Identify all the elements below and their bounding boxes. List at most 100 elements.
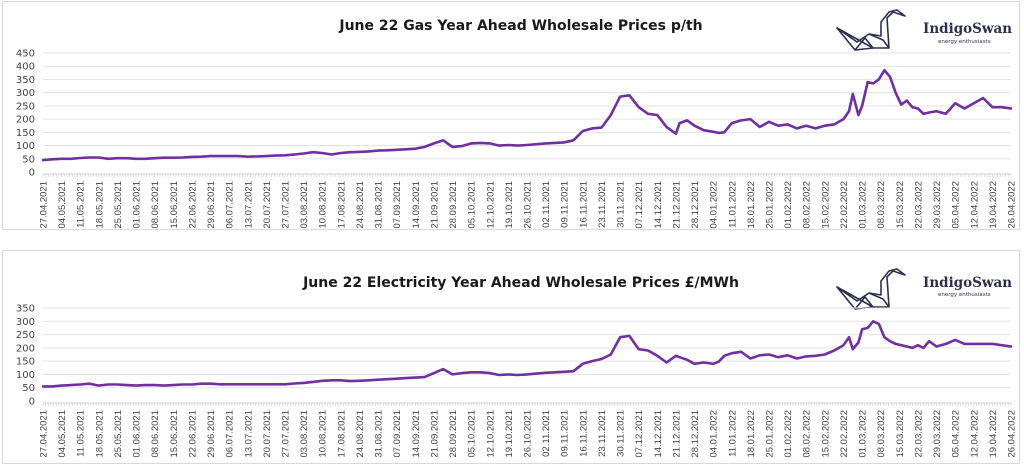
x-tick-label: 05.04.2022 (951, 181, 962, 229)
swan-icon (836, 9, 906, 51)
x-tick-label: 07.09.2021 (392, 181, 403, 229)
x-tick-label: 05.10.2021 (467, 410, 478, 458)
x-tick-label: 20.07.2021 (262, 181, 273, 229)
x-tick-label: 01.02.2022 (783, 181, 794, 229)
y-tick-label: 100 (16, 370, 35, 381)
indigoswan-logo: IndigoSwan energy enthusiasts (836, 268, 1012, 310)
x-tick-label: 22.02.2022 (839, 410, 850, 458)
x-tick-label: 10.08.2021 (318, 410, 329, 458)
x-tick-label: 03.08.2021 (299, 181, 310, 229)
x-tick-label: 09.11.2021 (560, 181, 571, 228)
x-tick-label: 21.09.2021 (429, 181, 440, 229)
y-tick-label: 150 (16, 357, 35, 368)
y-tick-label: 350 (16, 75, 35, 86)
x-tick-label: 08.06.2021 (150, 410, 161, 458)
x-tick-label: 18.05.2021 (94, 410, 105, 458)
gas-price-series-line (41, 68, 1013, 162)
x-tick-label: 24.08.2021 (355, 181, 366, 229)
logo-name: IndigoSwan (923, 275, 1012, 291)
y-tick-label: 100 (16, 141, 35, 152)
x-tick-label: 01.06.2021 (132, 410, 143, 458)
gas-chart-panel: June 22 Gas Year Ahead Wholesale Prices … (2, 1, 1020, 230)
electricity-price-chart: June 22 Electricity Year Ahead Wholesale… (16, 268, 1018, 458)
x-tick-label: 18.01.2022 (746, 181, 757, 229)
electricity-chart-panel: June 22 Electricity Year Ahead Wholesale… (2, 250, 1020, 464)
x-tick-label: 17.08.2021 (336, 410, 347, 458)
x-tick-label: 29.06.2021 (206, 410, 217, 458)
x-tick-label: 04.01.2022 (709, 181, 720, 229)
x-tick-label: 08.02.2022 (802, 181, 813, 229)
x-tick-label: 13.07.2021 (243, 410, 254, 458)
x-tick-label: 25.05.2021 (113, 181, 124, 229)
y-tick-label: 250 (16, 330, 35, 341)
y-tick-label: 0 (29, 397, 35, 408)
x-tick-label: 27.04.2021 (39, 181, 50, 229)
x-tick-label: 12.04.2022 (969, 410, 980, 458)
x-tick-label: 21.12.2021 (671, 410, 682, 458)
x-tick-label: 19.10.2021 (504, 410, 515, 458)
x-tick-label: 05.04.2022 (951, 410, 962, 458)
x-tick-label: 15.02.2022 (820, 410, 831, 458)
x-tick-label: 26.04.2022 (1007, 410, 1018, 458)
x-tick-label: 14.12.2021 (653, 410, 664, 458)
x-tick-label: 28.12.2021 (690, 181, 701, 229)
x-tick-label: 25.01.2022 (765, 181, 776, 229)
x-tick-label: 22.06.2021 (187, 410, 198, 458)
x-tick-label: 11.05.2021 (76, 410, 87, 457)
y-tick-label: 200 (16, 343, 35, 354)
x-tick-label: 15.03.2022 (895, 181, 906, 229)
x-tick-label: 06.07.2021 (225, 410, 236, 458)
x-tick-label: 12.10.2021 (485, 410, 496, 458)
y-tick-label: 0 (29, 168, 35, 179)
x-tick-label: 22.03.2022 (913, 410, 924, 458)
x-tick-label: 08.03.2022 (876, 181, 887, 229)
x-tick-label: 21.09.2021 (429, 410, 440, 458)
x-tick-label: 22.06.2021 (187, 181, 198, 229)
x-tick-label: 01.03.2022 (858, 181, 869, 229)
x-tick-label: 25.01.2022 (765, 410, 776, 458)
logo-name: IndigoSwan (923, 21, 1012, 37)
x-tick-label: 02.11.2021 (541, 410, 552, 457)
x-tick-label: 04.05.2021 (57, 410, 68, 458)
x-tick-label: 01.06.2021 (132, 181, 143, 229)
x-tick-label: 12.10.2021 (485, 181, 496, 229)
x-tick-label: 31.08.2021 (374, 410, 385, 458)
x-tick-label: 21.12.2021 (671, 181, 682, 229)
x-tick-label: 01.02.2022 (783, 410, 794, 458)
gas-chart-title: June 22 Gas Year Ahead Wholesale Prices … (338, 18, 702, 34)
logo-tagline: energy enthusiasts (938, 292, 991, 298)
electricity-chart-title: June 22 Electricity Year Ahead Wholesale… (302, 275, 739, 291)
x-tick-label: 16.11.2021 (578, 181, 589, 228)
x-tick-label: 04.05.2021 (57, 181, 68, 229)
x-tick-label: 13.07.2021 (243, 181, 254, 229)
x-tick-label: 28.09.2021 (448, 410, 459, 458)
x-tick-label: 01.03.2022 (858, 410, 869, 458)
swan-icon (836, 268, 906, 310)
x-tick-label: 19.04.2022 (988, 410, 999, 458)
x-tick-label: 11.05.2021 (76, 181, 87, 228)
x-tick-label: 27.07.2021 (281, 410, 292, 458)
x-tick-label: 15.03.2022 (895, 410, 906, 458)
x-tick-label: 27.07.2021 (281, 181, 292, 229)
x-tick-label: 15.02.2022 (820, 181, 831, 229)
electricity-price-series-line (41, 320, 1013, 388)
x-tick-label: 11.01.2022 (727, 410, 738, 457)
x-tick-label: 10.08.2021 (318, 181, 329, 229)
x-tick-label: 04.01.2022 (709, 410, 720, 458)
gas-price-chart: June 22 Gas Year Ahead Wholesale Prices … (16, 9, 1018, 229)
x-tick-label: 17.08.2021 (336, 181, 347, 229)
x-tick-label: 14.12.2021 (653, 181, 664, 229)
x-tick-label: 18.05.2021 (94, 181, 105, 229)
x-tick-label: 29.06.2021 (206, 181, 217, 229)
y-tick-label: 400 (16, 62, 35, 73)
x-tick-label: 26.10.2021 (523, 181, 534, 229)
x-tick-label: 11.01.2022 (727, 181, 738, 228)
x-tick-label: 15.06.2021 (169, 410, 180, 458)
x-tick-label: 15.06.2021 (169, 181, 180, 229)
x-tick-label: 19.10.2021 (504, 181, 515, 229)
x-tick-label: 23.11.2021 (597, 410, 608, 457)
x-tick-label: 18.01.2022 (746, 410, 757, 458)
x-tick-label: 24.08.2021 (355, 410, 366, 458)
x-tick-label: 28.09.2021 (448, 181, 459, 229)
x-tick-label: 07.12.2021 (634, 410, 645, 458)
